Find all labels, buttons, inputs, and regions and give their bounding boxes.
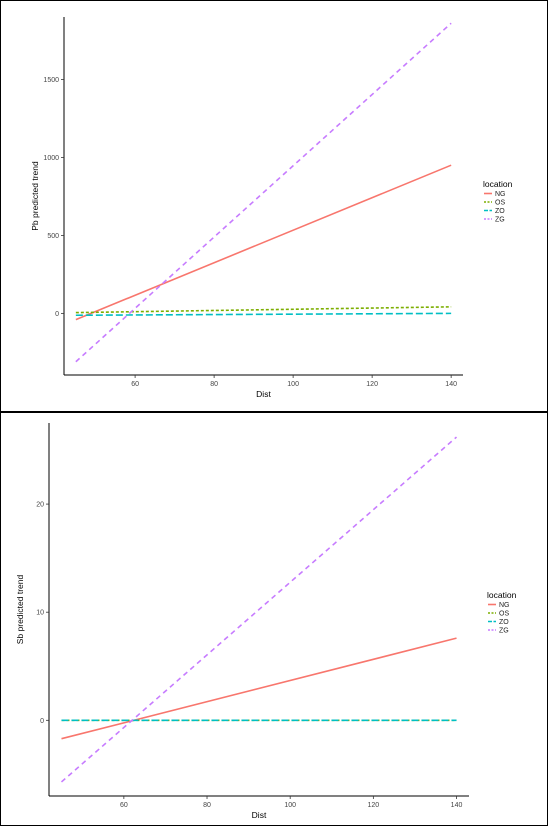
legend-label-os: OS: [499, 611, 509, 618]
legend-label-ng: NG: [499, 602, 510, 609]
x-tick-label: 100: [284, 802, 296, 809]
legend-title: location: [487, 590, 517, 600]
series-line-zg: [60, 436, 458, 783]
legend-label-zg: ZG: [495, 217, 505, 224]
series-line-os: [75, 306, 452, 314]
series-line-ng: [75, 164, 452, 321]
legend-label-zo: ZO: [499, 619, 509, 626]
y-tick-label: 20: [36, 502, 44, 509]
y-axis-label: Pb predicted trend: [30, 161, 40, 231]
y-tick-label: 0: [55, 311, 59, 318]
y-tick-label: 1000: [43, 155, 59, 162]
legend-title: location: [483, 179, 513, 189]
x-tick-label: 60: [131, 381, 139, 388]
pb-chart-svg: 60 80 100 120 140 0 500 1000 1500 Dist Pb predicte…: [30, 17, 513, 399]
y-tick-label: 10: [36, 610, 44, 617]
legend-label-ng: NG: [495, 191, 506, 198]
x-tick-label: 140: [451, 802, 463, 809]
x-tick-label: 80: [203, 802, 211, 809]
y-tick-label: 1500: [43, 77, 59, 84]
series-line-ng: [61, 637, 457, 740]
x-axis-label: Dist: [252, 810, 267, 820]
y-axis-label: Sb predicted trend: [15, 575, 25, 645]
x-axis-label: Dist: [256, 389, 271, 399]
y-tick-label: 500: [47, 233, 59, 240]
legend-label-os: OS: [495, 200, 505, 207]
x-tick-label: 120: [366, 381, 378, 388]
x-tick-label: 100: [287, 381, 299, 388]
legend-label-zo: ZO: [495, 208, 505, 215]
x-tick-label: 60: [120, 802, 128, 809]
chart-panel-pb: 60 80 100 120 140 0 500 1000 1500 Dist Pb predicte…: [0, 0, 548, 412]
x-tick-label: 80: [210, 381, 218, 388]
x-tick-label: 140: [445, 381, 457, 388]
sb-chart-svg: 60 80 100 120 140 0 10 20 Dist Sb predicted trend…: [15, 423, 517, 820]
series-line-zg: [75, 22, 452, 363]
legend-label-zg: ZG: [499, 628, 509, 635]
series-line-zo: [75, 312, 452, 317]
chart-panel-sb: 60 80 100 120 140 0 10 20 Dist Sb predicted trend…: [0, 412, 548, 826]
x-tick-label: 120: [368, 802, 380, 809]
y-tick-label: 0: [40, 718, 44, 725]
